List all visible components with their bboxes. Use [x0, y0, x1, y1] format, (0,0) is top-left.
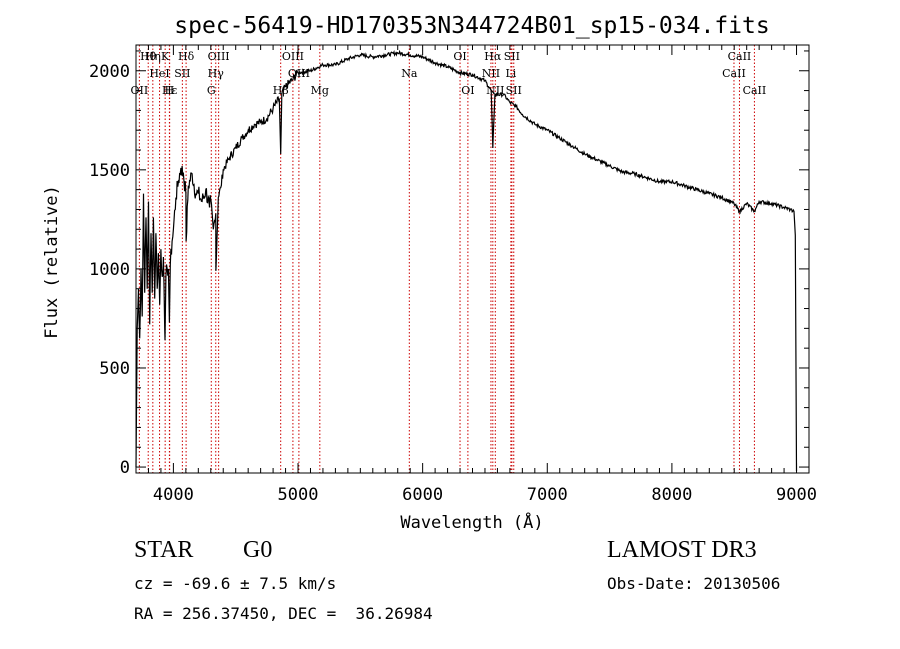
line-label: Mg: [311, 84, 329, 97]
line-label: NII: [482, 67, 500, 80]
line-label: SII: [174, 67, 190, 80]
y-tick-label: 500: [99, 359, 130, 379]
y-tick-label: 1500: [89, 161, 130, 181]
y-tick-label: 2000: [89, 62, 130, 82]
x-tick-label: 6000: [402, 485, 443, 505]
line-label: Li: [505, 67, 516, 80]
line-label: SII: [504, 50, 520, 63]
y-tick-label: 0: [120, 458, 130, 478]
y-axis: 0 500 1000 1500 2000: [89, 50, 809, 478]
x-axis: 4000 5000 6000 7000 8000 9000: [135, 45, 817, 505]
line-label: OIII: [282, 50, 304, 63]
line-label: Hθ: [140, 50, 157, 63]
line-label: Hδ: [178, 50, 195, 63]
spectrum-line: [135, 49, 798, 472]
line-label: OI: [461, 84, 474, 97]
line-label: Hγ: [208, 67, 225, 80]
line-label: SII: [506, 84, 522, 97]
line-label: Hα: [484, 50, 502, 63]
x-tick-label: 9000: [776, 485, 817, 505]
x-tick-label: 8000: [651, 485, 692, 505]
observation-date: Obs-Date: 20130506: [607, 574, 781, 593]
line-label: K: [161, 50, 170, 63]
spectral-line-markers: [138, 45, 755, 473]
line-label: OI: [453, 50, 466, 63]
plot-frame: [135, 44, 810, 474]
line-label: G: [207, 84, 216, 97]
line-label: CaII: [728, 50, 752, 63]
chart-title: spec-56419-HD170353N344724B01_sp15-034.f…: [174, 13, 769, 39]
coordinates: RA = 256.37450, DEC = 36.26984: [134, 604, 433, 623]
x-tick-label: 5000: [278, 485, 319, 505]
line-label: HeI: [149, 67, 169, 80]
line-label: CaII: [722, 67, 746, 80]
redshift-velocity: cz = -69.6 ± 7.5 km/s: [134, 574, 337, 593]
line-label: H: [165, 84, 175, 97]
line-label: Na: [401, 67, 418, 80]
y-axis-label: Flux (relative): [42, 185, 62, 339]
line-label: Hη: [145, 50, 161, 63]
survey-name: LAMOST DR3: [607, 537, 757, 563]
x-tick-label: 7000: [527, 485, 568, 505]
line-label: Hε: [162, 84, 178, 97]
x-tick-label: 4000: [153, 485, 194, 505]
x-axis-label: Wavelength (Å): [400, 511, 543, 533]
object-class: STAR: [134, 537, 194, 563]
line-label: CaII: [743, 84, 767, 97]
spectral-subclass: G0: [243, 537, 273, 563]
y-tick-label: 1000: [89, 260, 130, 280]
line-label: OIII: [208, 50, 230, 63]
